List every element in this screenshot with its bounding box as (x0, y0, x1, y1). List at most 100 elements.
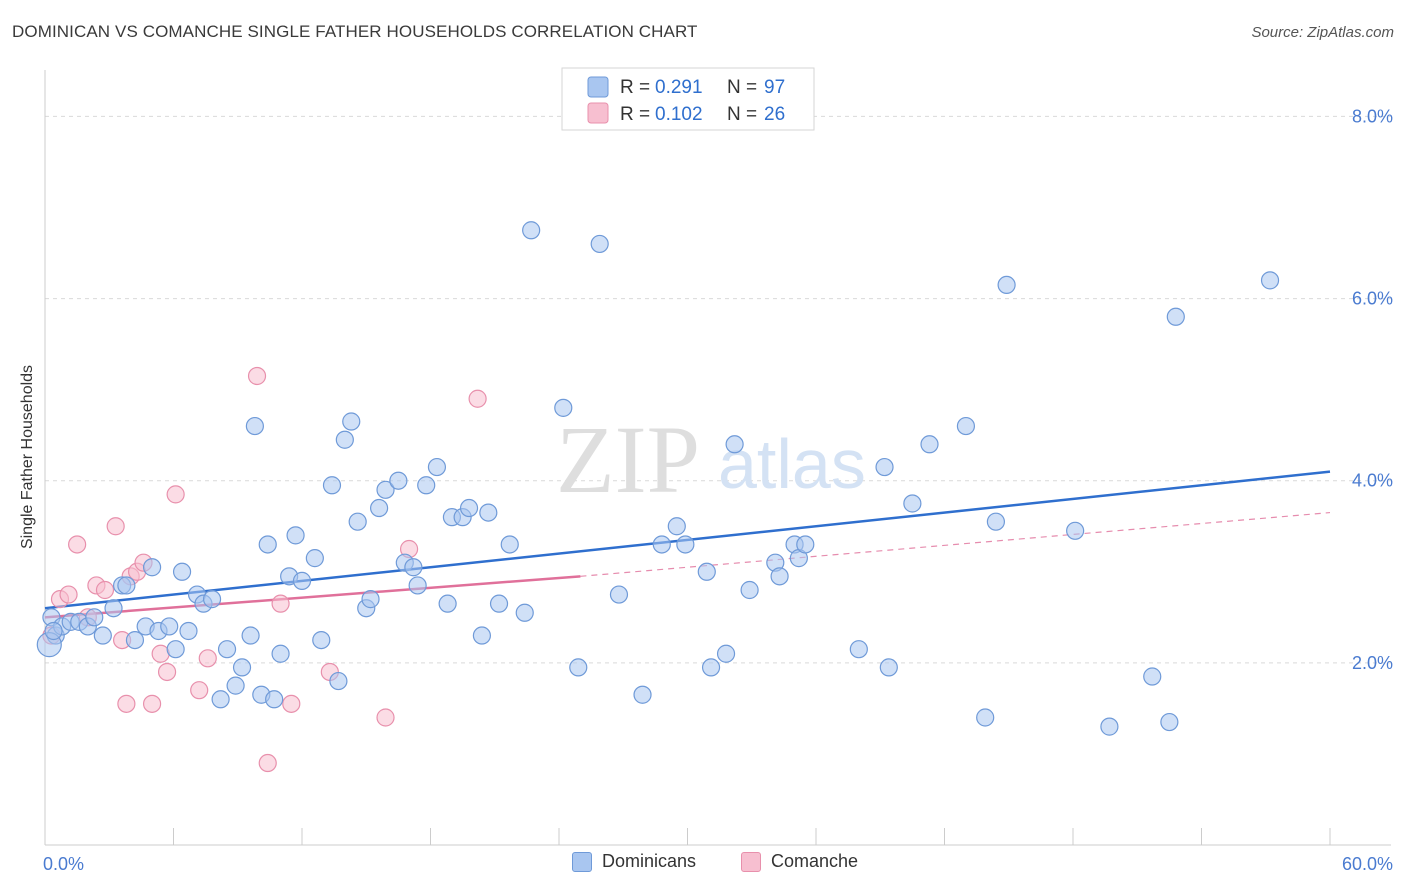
dominicans-point (875, 457, 894, 477)
legend-r-label-2: R = (620, 104, 650, 125)
comanche-point (271, 594, 290, 613)
dominicans-point (376, 480, 395, 499)
dominicans-point (1066, 521, 1085, 540)
dominicans-point (667, 517, 686, 536)
dominicans-point (903, 494, 922, 513)
dominicans-point (329, 671, 348, 691)
watermark: ZIP atlas (556, 406, 866, 513)
legend-swatch-dominicans (587, 76, 609, 98)
dominicans-point (716, 644, 736, 663)
comanche-point (95, 580, 115, 600)
x-ticks (44, 828, 1331, 845)
legend-r-label-1: R = (620, 77, 650, 98)
dominicans-point (472, 626, 491, 645)
comanche-point (151, 644, 170, 663)
dominicans-point (348, 512, 367, 531)
bottom-legend-swatch-comanche (741, 851, 761, 872)
dominicans-point (125, 630, 145, 650)
dominicans-point (104, 599, 123, 618)
dominicans-point (241, 626, 260, 645)
dominicans-point (879, 658, 898, 677)
comanche-point (468, 389, 487, 408)
comanche-point (59, 585, 78, 604)
dominicans-point (740, 580, 759, 600)
legend-n-value-2: 26 (764, 104, 785, 125)
dominicans-point (515, 603, 534, 622)
bottom-legend-comanche: Comanche (741, 851, 858, 872)
y-tick-label: 6.0% (1352, 289, 1393, 309)
dominicans-point (1160, 712, 1179, 732)
dominicans-point (956, 416, 976, 436)
legend-n-label-1: N = (727, 77, 757, 98)
dominicans-point (522, 221, 541, 240)
x-tick-label-max: 60.0% (1342, 854, 1393, 874)
comanche-point (117, 694, 136, 713)
comanche-point (282, 694, 301, 713)
dominicans-point (697, 562, 716, 581)
legend-swatch-comanche (587, 102, 609, 124)
dominicans-point (1100, 717, 1119, 736)
dominicans-point (676, 535, 695, 554)
dominicans-point (404, 558, 423, 577)
dominicans-point (609, 585, 629, 604)
dominicans-point (335, 430, 354, 449)
comanche-point (190, 681, 209, 700)
y-tick-labels: 2.0% 4.0% 6.0% 8.0% (1352, 106, 1393, 672)
bottom-legend-dominicans: Dominicans (572, 851, 696, 872)
dominicans-point (226, 676, 245, 695)
y-tick-label: 2.0% (1352, 653, 1393, 673)
dominicans-point (305, 549, 324, 568)
dominicans-point (1143, 667, 1162, 686)
bottom-legend-label-dominicans: Dominicans (602, 851, 697, 871)
dominicans-point (500, 535, 519, 554)
grid-lines (45, 115, 1391, 664)
dominicans-point (166, 640, 185, 659)
dominicans-point (217, 640, 237, 659)
axes (44, 70, 1391, 846)
dominicans-point (652, 535, 671, 554)
dominicans-point (117, 576, 136, 595)
dominicans-point (389, 471, 408, 490)
legend-n-value-1: 97 (764, 77, 785, 98)
dominicans-point (849, 640, 868, 659)
comanche-point (198, 649, 217, 668)
dominicans-point (489, 594, 509, 613)
watermark-atlas: atlas (718, 425, 866, 503)
comanche-point (157, 662, 177, 682)
dominicans-point (997, 275, 1016, 295)
dominicans-point (44, 621, 63, 641)
dominicans-point (342, 412, 361, 431)
y-tick-label: 4.0% (1352, 471, 1393, 491)
legend-r-value-2: 0.102 (655, 104, 703, 125)
dominicans-point (1260, 271, 1280, 290)
x-tick-label-min: 0.0% (43, 854, 84, 874)
comanche-point (166, 485, 185, 504)
dominicans-point (93, 626, 112, 645)
dominicans-point (85, 608, 104, 627)
legend-n-label-2: N = (727, 104, 757, 125)
dominicans-point (179, 621, 198, 641)
dominicans-point (590, 234, 609, 254)
dominicans-point (554, 398, 573, 417)
dominicans-point (408, 576, 427, 595)
bottom-legend-label-comanche: Comanche (771, 851, 859, 871)
dominicans-point (322, 476, 342, 495)
dominicans-point (245, 416, 264, 436)
dominicans-point (312, 630, 331, 650)
dominicans-point (770, 567, 789, 586)
bottom-legend: Dominicans Comanche (0, 851, 1406, 877)
dominicans-point (633, 685, 652, 704)
watermark-zip: ZIP (556, 406, 700, 513)
dominicans-point (232, 658, 252, 677)
dominicans-point (286, 526, 305, 545)
dominicans-point (701, 658, 721, 677)
dominicans-point (920, 435, 939, 454)
dominicans-point (370, 498, 389, 518)
comanche-trend-line (44, 575, 581, 619)
dominicans-point (986, 512, 1006, 531)
dominicans-point (142, 558, 162, 577)
dominicans-points (36, 221, 1280, 736)
dominicans-point (417, 476, 436, 495)
dominicans-point (211, 690, 230, 709)
